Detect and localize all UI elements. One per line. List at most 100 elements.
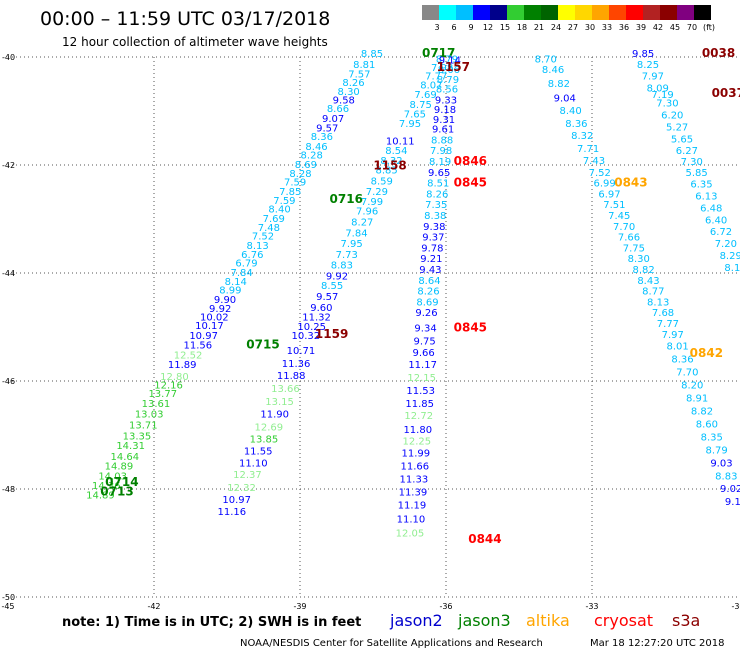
pass-time-label: 0714 xyxy=(105,475,138,489)
swh-value: 11.10 xyxy=(239,458,268,469)
swh-value: 9.66 xyxy=(412,348,434,359)
swh-value: 7.68 xyxy=(652,308,674,319)
swh-value: 8.30 xyxy=(628,254,650,265)
swh-value: 8.13 xyxy=(247,241,269,252)
swh-value: 7.71 xyxy=(577,144,599,155)
swh-value: 8.01 xyxy=(667,342,689,353)
swh-value: 7.77 xyxy=(425,72,447,83)
swh-value: 7.69 xyxy=(263,214,285,225)
swh-value: 8.09 xyxy=(647,84,669,95)
swh-value: 8.79 xyxy=(437,75,459,86)
colorbar-swatch xyxy=(626,5,643,20)
pass-time-label: 0842 xyxy=(690,346,723,360)
swh-value: 10.97 xyxy=(189,331,218,342)
swh-value: 12.80 xyxy=(160,372,189,383)
swh-value: 7.97 xyxy=(642,72,664,83)
swh-value: 7.20 xyxy=(715,239,737,250)
swh-value: 7.96 xyxy=(356,207,378,218)
swh-value: 8.32 xyxy=(380,156,402,167)
swh-value: 11.39 xyxy=(399,487,428,498)
swh-value: 10.02 xyxy=(200,313,229,324)
swh-value: 11.99 xyxy=(402,449,431,460)
swh-value: 10.32 xyxy=(292,331,321,342)
swh-value: 11.17 xyxy=(408,360,437,371)
swh-value: 11.56 xyxy=(183,341,212,352)
swh-value: 8.14 xyxy=(225,277,247,288)
satellite-legend-item: jason3 xyxy=(457,611,511,630)
swh-value: 6.35 xyxy=(690,180,712,191)
swh-value: 11.55 xyxy=(244,446,273,457)
swh-value: 5.85 xyxy=(686,168,708,179)
swh-value: 14.36 xyxy=(92,481,121,492)
colorbar-swatch xyxy=(524,5,541,20)
swh-value: 9.90 xyxy=(214,295,236,306)
swh-value: 10.11 xyxy=(386,136,415,147)
colorbar-swatch xyxy=(592,5,609,20)
pass-time-label: 0716 xyxy=(330,192,363,206)
swh-value: 9.04 xyxy=(554,93,576,104)
swh-value: 7.30 xyxy=(656,99,678,110)
swh-value: 11.19 xyxy=(398,500,427,511)
pass-time-label: 0715 xyxy=(246,338,279,352)
swh-value: 8.40 xyxy=(559,106,581,117)
swh-value: 7.75 xyxy=(623,243,645,254)
swh-value: 8.28 xyxy=(301,151,323,162)
x-tick-label: -33 xyxy=(585,602,598,611)
footer-timestamp: Mar 18 12:27:20 UTC 2018 xyxy=(590,638,725,649)
colorbar-label: 39 xyxy=(636,23,646,32)
swh-value: 11.88 xyxy=(277,371,306,382)
swh-value: 8.20 xyxy=(681,381,703,392)
swh-value: 8.13 xyxy=(647,297,669,308)
swh-value: 14.64 xyxy=(110,452,139,463)
swh-value: 8.83 xyxy=(331,261,353,272)
swh-value: 8.51 xyxy=(427,179,449,190)
map-grid xyxy=(8,56,738,598)
swh-value: 8.85 xyxy=(361,49,383,60)
x-tick-label: -42 xyxy=(147,602,160,611)
colorbar-swatch xyxy=(609,5,626,20)
swh-value: 9.57 xyxy=(316,292,338,303)
axis-ticks: -45 -42 -39 -36 -33 -30 -40 -42 -44 -46 -48 -50 xyxy=(1,53,740,611)
swh-value: 8.11 xyxy=(724,263,740,274)
swh-value: 8.69 xyxy=(295,160,317,171)
x-tick-label: -39 xyxy=(293,602,306,611)
satellite-legend: jason2 jason3 altika cryosat s3a xyxy=(389,611,700,630)
swh-value: 9.61 xyxy=(432,125,454,136)
swh-value: 12.25 xyxy=(402,437,431,448)
swh-value: 9.75 xyxy=(413,336,435,347)
swh-value: 11.10 xyxy=(397,514,426,525)
colorbar-label: 12 xyxy=(483,23,493,32)
swh-value: 6.79 xyxy=(235,259,257,270)
swh-value: 8.27 xyxy=(351,217,373,228)
swh-value: 7.77 xyxy=(657,319,679,330)
swh-value: 7.19 xyxy=(651,90,673,101)
x-tick-label: -30 xyxy=(731,602,740,611)
y-tick-label: -48 xyxy=(2,485,15,494)
swh-value: 9.92 xyxy=(326,271,348,282)
swh-value: 8.32 xyxy=(571,131,593,142)
colorbar-swatch xyxy=(439,5,456,20)
colorbar-label: 42 xyxy=(653,23,663,32)
swh-value: 9.02 xyxy=(720,484,740,495)
swh-value: 8.66 xyxy=(327,104,349,115)
swh-value: 12.15 xyxy=(407,373,436,384)
swh-value: 7.69 xyxy=(414,90,436,101)
swh-value: 14.89 xyxy=(86,491,115,502)
swh-value: 8.59 xyxy=(371,176,393,187)
colorbar-label: 30 xyxy=(585,23,595,32)
swh-value: 8.40 xyxy=(268,205,290,216)
swh-value: 8.38 xyxy=(424,211,446,222)
swh-value: 8.82 xyxy=(632,265,654,276)
swh-value: 7.95 xyxy=(399,119,421,130)
swh-value: 7.73 xyxy=(336,250,358,261)
swh-value: 13.71 xyxy=(129,421,158,432)
swh-value: 8.36 xyxy=(565,119,587,130)
swh-value: 9.31 xyxy=(433,115,455,126)
swh-value: 8.88 xyxy=(431,135,453,146)
swh-value: 11.80 xyxy=(403,425,432,436)
pass-time-label: 1159 xyxy=(315,327,348,341)
swh-value: 8.60 xyxy=(696,419,718,430)
swh-value: 9.33 xyxy=(435,95,457,106)
swh-value: 8.83 xyxy=(715,471,737,482)
swh-value: 8.81 xyxy=(353,60,375,71)
